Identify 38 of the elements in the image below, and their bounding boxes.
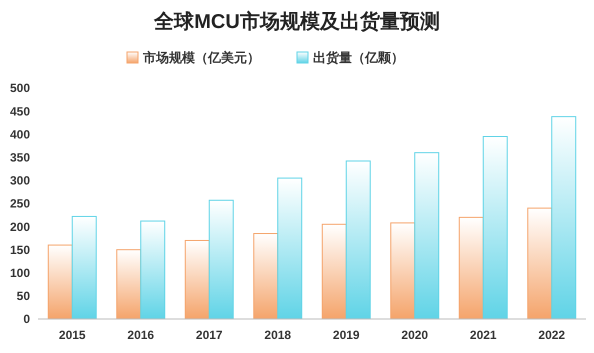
x-tick-label: 2016 [127,328,154,342]
bar [322,224,347,320]
bar [527,208,552,320]
y-tick-label: 400 [10,127,30,142]
bar [140,220,166,320]
y-tick-label: 250 [10,196,30,211]
legend-label: 市场规模（亿美元） [142,50,260,65]
legend-label: 出货量（亿颗） [313,50,404,65]
bar [253,233,278,320]
y-tick-label: 350 [10,150,30,164]
bar [346,160,371,320]
bar [551,116,576,320]
bar [277,178,302,320]
x-tick-label: 2022 [538,328,566,342]
bar [208,200,234,320]
y-tick-label: 100 [10,266,30,280]
chart-title: 全球MCU市场规模及出货量预测 [153,10,440,33]
bar [184,240,210,320]
x-tick-label: 2019 [332,328,360,342]
x-tick-label: 2015 [58,328,86,342]
y-tick-label: 150 [10,242,30,257]
bar [116,249,142,320]
y-tick-label: 0 [23,312,30,326]
y-tick-label: 300 [10,174,30,188]
x-tick-label: 2020 [401,328,428,342]
x-tick-label: 2017 [196,328,223,342]
x-tick-label: 2018 [264,328,292,342]
y-tick-label: 50 [16,289,30,304]
bar [390,222,416,320]
y-tick-label: 450 [10,104,30,118]
bar [48,244,73,320]
y-tick-label: 200 [10,220,30,234]
bar [482,136,508,320]
y-tick-label: 500 [10,81,30,96]
bar [72,216,97,320]
x-tick-label: 2021 [470,328,497,342]
bar [414,152,440,320]
bar [458,216,484,320]
